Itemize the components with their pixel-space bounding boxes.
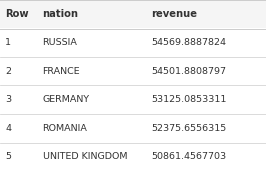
Text: GERMANY: GERMANY — [43, 95, 90, 104]
Text: revenue: revenue — [152, 9, 198, 19]
Text: RUSSIA: RUSSIA — [43, 38, 77, 47]
Bar — [0, 0, 266, 29]
Text: 5: 5 — [5, 152, 11, 161]
Bar — [0, 142, 266, 171]
Text: nation: nation — [43, 9, 78, 19]
Text: UNITED KINGDOM: UNITED KINGDOM — [43, 152, 127, 161]
Bar — [0, 86, 266, 114]
Text: ROMANIA: ROMANIA — [43, 124, 88, 133]
Text: 53125.0853311: 53125.0853311 — [152, 95, 227, 104]
Bar — [0, 114, 266, 142]
Bar — [0, 57, 266, 86]
Text: 50861.4567703: 50861.4567703 — [152, 152, 227, 161]
Text: 4: 4 — [5, 124, 11, 133]
Text: 52375.6556315: 52375.6556315 — [152, 124, 227, 133]
Text: 54501.8808797: 54501.8808797 — [152, 67, 227, 76]
Text: FRANCE: FRANCE — [43, 67, 80, 76]
Text: Row: Row — [5, 9, 29, 19]
Text: 1: 1 — [5, 38, 11, 47]
Text: 54569.8887824: 54569.8887824 — [152, 38, 227, 47]
Bar — [0, 29, 266, 57]
Text: 3: 3 — [5, 95, 11, 104]
Text: 2: 2 — [5, 67, 11, 76]
